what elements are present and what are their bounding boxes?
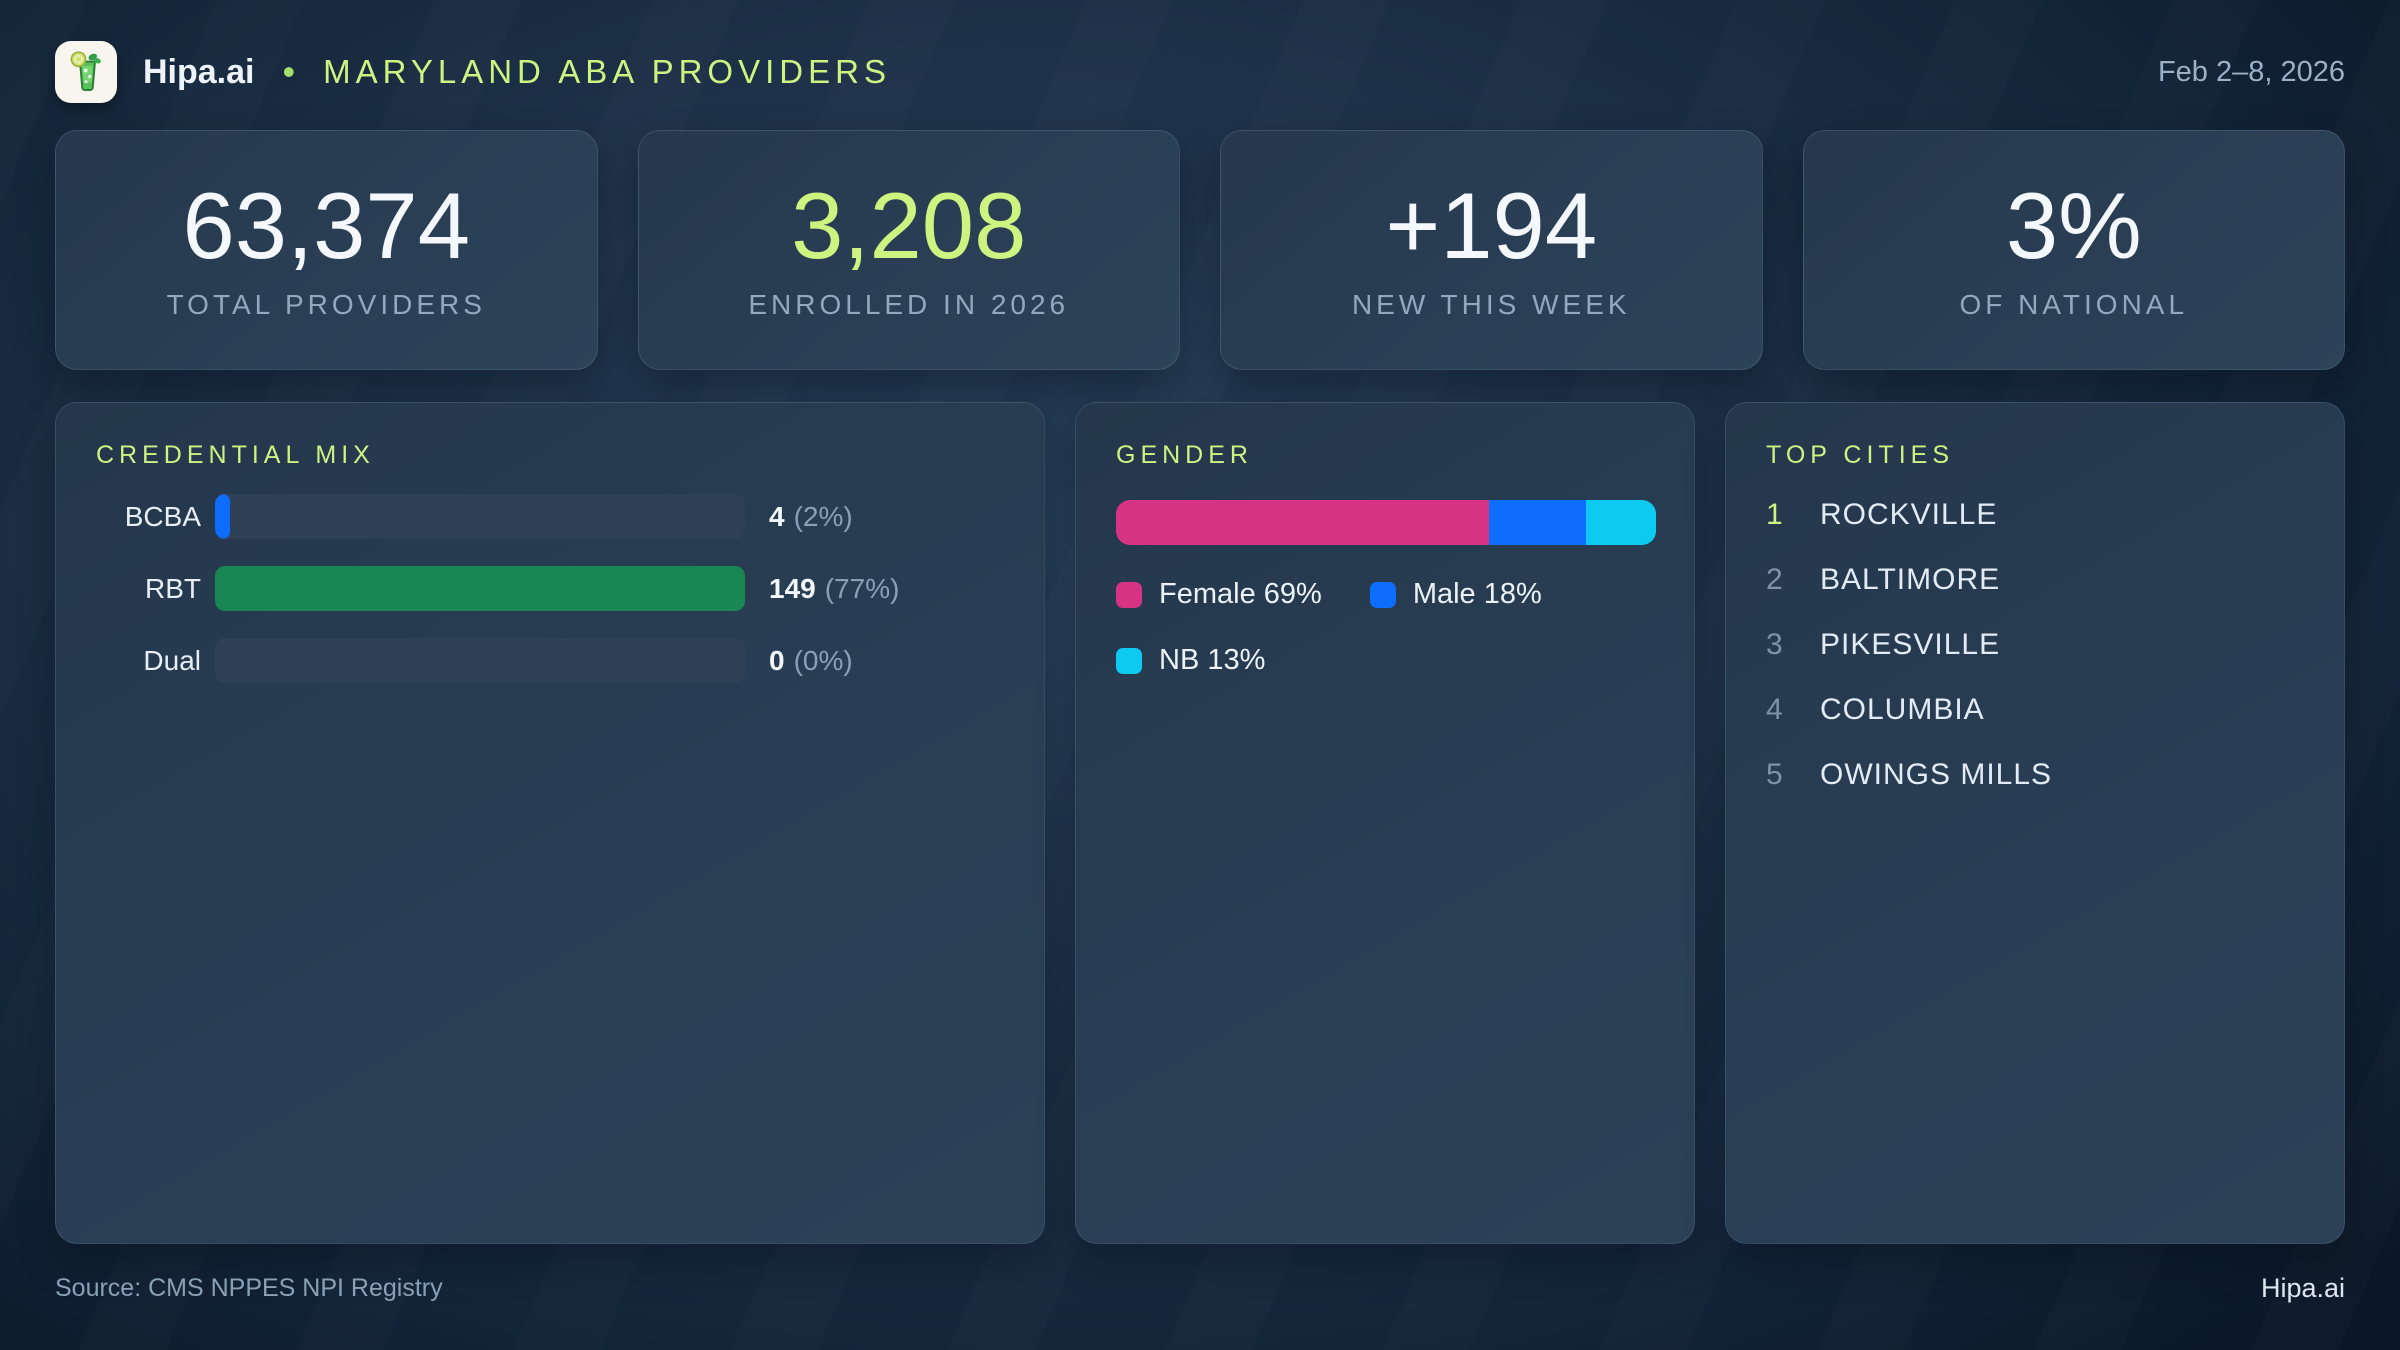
bar-value: 0 (0%) [769,644,853,676]
panel-title: CREDENTIAL MIX [96,441,375,469]
city-row: 1 ROCKVILLE [1766,495,2304,535]
brand-name: Hipa.ai [143,52,255,91]
mojito-drink-icon [70,51,101,91]
city-name: ROCKVILLE [1820,498,1998,531]
legend-item-female: Female 69% [1116,578,1322,611]
city-rank: 4 [1766,693,1783,726]
stat-label: TOTAL PROVIDERS [166,289,486,320]
stat-label: NEW THIS WEEK [1351,289,1631,320]
gender-panel: GENDER Female 69% Male 18% NB [1075,402,1695,1244]
bar-track [215,494,745,539]
legend-label: NB 13% [1159,644,1266,676]
gender-legend-row-2: NB 13% [1116,644,1654,677]
city-rank: 5 [1766,758,1783,791]
bar-row-bcba: BCBA 4 (2%) [96,494,1004,539]
legend-swatch-male [1369,581,1396,608]
stat-value: +194 [1385,173,1598,278]
page-title: MARYLAND ABA PROVIDERS [323,53,891,90]
city-row: 2 BALTIMORE [1766,560,2304,600]
panel-title: TOP CITIES [1766,441,1955,469]
stat-label: ENROLLED IN 2026 [748,289,1070,320]
panel-title: GENDER [1116,441,1253,469]
bar-row-rbt: RBT 149 (77%) [96,566,1004,611]
stat-value: 3% [2005,173,2142,278]
gender-stacked-bar [1116,500,1656,545]
bar-label: BCBA [124,500,201,532]
bar-label: Dual [143,644,201,676]
legend-item-nb: NB 13% [1116,644,1265,677]
brand-logo [55,41,117,103]
legend-swatch-nb [1116,647,1142,674]
stat-card-total-providers: 63,374 TOTAL PROVIDERS [55,130,598,370]
city-rank: 1 [1766,498,1783,531]
credential-mix-panel: CREDENTIAL MIX BCBA 4 (2%) RBT [55,402,1045,1244]
date-range: Feb 2–8, 2026 [2157,55,2345,88]
segment-female [1116,500,1489,545]
legend-label: Male 18% [1412,578,1542,610]
bar-track [215,638,745,683]
city-name: BALTIMORE [1820,563,2001,596]
bar-row-dual: Dual 0 (0%) [96,638,1004,683]
city-row: 3 PIKESVILLE [1766,625,2304,665]
stat-card-new-this-week: +194 NEW THIS WEEK [1220,130,1763,370]
legend-label: Female 69% [1159,578,1322,610]
stat-card-of-national: 3% OF NATIONAL [1802,130,2345,370]
bar-fill [215,494,230,539]
segment-male [1488,500,1586,545]
bar-track [215,566,745,611]
stat-value: 3,208 [791,173,1027,278]
footer-brand: Hipa.ai [2260,1273,2345,1303]
city-rank: 3 [1766,628,1783,661]
bar-fill [215,566,745,611]
stat-card-enrolled: 3,208 ENROLLED IN 2026 [637,130,1180,370]
segment-nb [1585,500,1656,545]
legend-item-male: Male 18% [1369,578,1542,611]
city-row: 4 COLUMBIA [1766,690,2304,730]
source-attribution: Source: CMS NPPES NPI Registry [55,1274,443,1302]
footer: Source: CMS NPPES NPI Registry Hipa.ai [55,1273,2345,1304]
stat-label: OF NATIONAL [1959,289,2189,320]
bar-value: 4 (2%) [769,500,853,532]
bar-label: RBT [145,572,201,604]
credential-bar-chart: BCBA 4 (2%) RBT 149 (77%) [96,494,1004,683]
separator-dot: • [282,51,296,92]
city-name: OWINGS MILLS [1820,758,2053,791]
top-cities-panel: TOP CITIES 1 ROCKVILLE 2 BALTIMORE 3 PIK… [1725,402,2345,1244]
legend-swatch-female [1116,581,1142,608]
city-row: 5 OWINGS MILLS [1766,755,2304,795]
gender-legend-row-1: Female 69% Male 18% [1116,578,1654,611]
top-cities-list: 1 ROCKVILLE 2 BALTIMORE 3 PIKESVILLE 4 C… [1766,495,2304,795]
bar-value: 149 (77%) [769,572,900,604]
stat-cards-row: 63,374 TOTAL PROVIDERS 3,208 ENROLLED IN… [55,130,2345,370]
city-name: COLUMBIA [1820,693,1985,726]
city-rank: 2 [1766,563,1783,596]
city-name: PIKESVILLE [1820,628,2001,661]
stat-value: 63,374 [182,173,470,278]
header: Hipa.ai • MARYLAND ABA PROVIDERS Feb 2–8… [55,40,2345,104]
panels-row: CREDENTIAL MIX BCBA 4 (2%) RBT [55,402,2345,1244]
